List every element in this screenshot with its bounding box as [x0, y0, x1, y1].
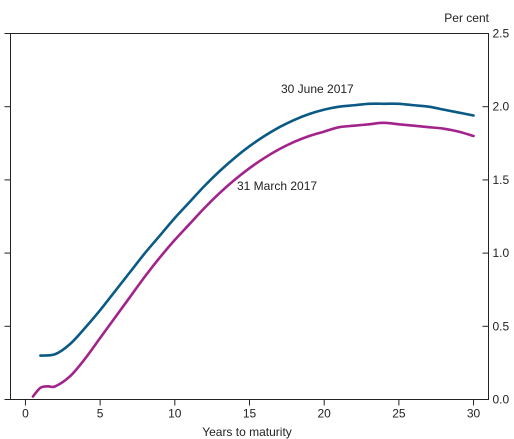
x-tick-label: 30	[467, 407, 481, 421]
y-tick-label: 2.0	[493, 100, 510, 114]
series-layer	[31, 102, 475, 398]
y-tick-label: 1.0	[493, 246, 510, 260]
x-tick-label: 25	[392, 407, 406, 421]
series-label-30-june-2017: 30 June 2017	[281, 82, 354, 96]
y-tick-label: 0.5	[493, 319, 510, 333]
x-tick-label: 0	[22, 407, 29, 421]
series-line-30-june-2017	[39, 102, 475, 357]
x-tick-label: 5	[97, 407, 104, 421]
x-tick-label: 10	[168, 407, 182, 421]
y-tick-label: 1.5	[493, 173, 510, 187]
series-line-31-march-2017	[31, 121, 475, 398]
x-axis-title: Years to maturity	[202, 425, 292, 439]
x-tick-label: 15	[243, 407, 257, 421]
y-tick-label: 2.5	[493, 27, 510, 41]
y-tick-label: 0.0	[493, 393, 510, 407]
y-axis-title: Per cent	[444, 11, 489, 25]
y-axis: 0.0 0.5 1.0 1.5 2.0 2.5	[4, 27, 510, 407]
x-tick-label: 20	[318, 407, 332, 421]
plot-frame	[10, 33, 489, 400]
series-label-31-march-2017: 31 March 2017	[237, 179, 317, 193]
series-labels: 30 June 2017 31 March 2017	[237, 82, 354, 193]
x-axis: 0 5 10 15 20 25 30	[22, 399, 481, 421]
